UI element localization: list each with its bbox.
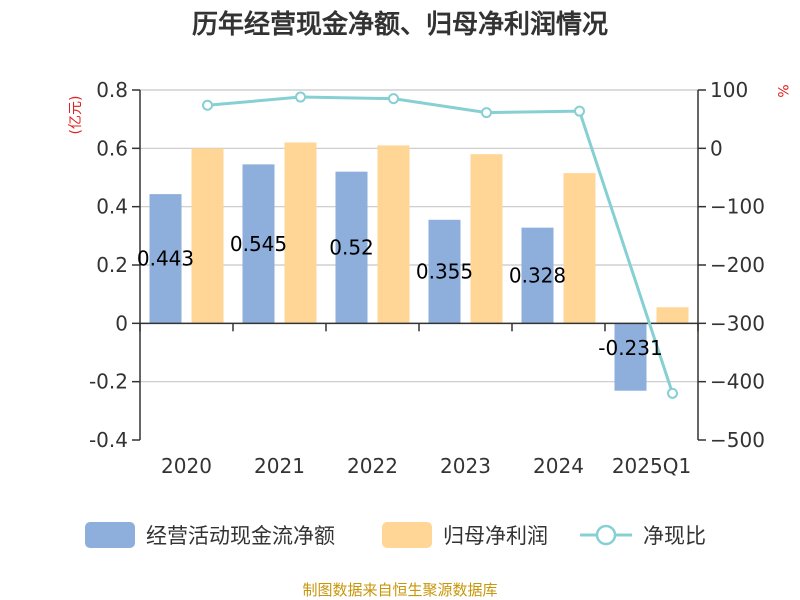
ratio-line <box>202 91 678 399</box>
x-tick-label: 2022 <box>347 454 398 478</box>
x-tick-label: 2021 <box>254 454 305 478</box>
x-tick-label: 2023 <box>440 454 491 478</box>
bar-profit <box>284 142 317 324</box>
right-tick-label: −400 <box>710 370 765 394</box>
legend-swatch-profit <box>382 522 432 548</box>
right-tick-label: −200 <box>710 253 765 277</box>
right-tick-label: 0 <box>710 136 723 160</box>
left-tick-label: 0.4 <box>96 195 128 219</box>
cashflow-data-label: -0.231 <box>598 336 662 360</box>
bar-profit <box>191 148 224 324</box>
ratio-line-path <box>207 95 674 394</box>
left-tick-label: 0.6 <box>96 136 128 160</box>
right-tick-label: −100 <box>710 195 765 219</box>
left-axis-unit: (亿元) <box>68 96 84 135</box>
legend-marker-ratio <box>595 524 617 546</box>
right-axis-ticks: 100 0 −100 −200 −300 −400 −500 <box>698 78 765 452</box>
bar-cashflow <box>521 227 554 324</box>
cashflow-data-label: 0.355 <box>416 260 473 284</box>
legend: 经营活动现金流净额 归母净利润 净现比 <box>85 522 706 548</box>
ratio-point <box>574 105 585 117</box>
bar-profit <box>377 145 410 324</box>
bars <box>149 142 689 391</box>
left-tick-label: 0.8 <box>96 78 128 102</box>
bar-cashflow <box>614 323 647 391</box>
legend-label-profit: 归母净利润 <box>443 524 548 548</box>
bar-cashflow <box>242 164 275 324</box>
bar-profit <box>470 154 503 324</box>
bar-cashflow <box>428 219 461 324</box>
right-axis-unit: % <box>774 84 790 97</box>
cashflow-data-label: 0.52 <box>329 236 374 260</box>
bar-profit <box>656 307 689 324</box>
legend-swatch-cashflow <box>85 522 135 548</box>
x-tick-label: 2024 <box>533 454 584 478</box>
chart-title: 历年经营现金净额、归母净利润情况 <box>192 9 608 40</box>
data-labels: 0.443 0.545 0.52 0.355 0.328 -0.231 <box>137 232 663 360</box>
left-tick-label: -0.4 <box>89 428 128 452</box>
x-axis-ticks: 2020 2021 2022 2023 2024 2025Q1 <box>161 454 691 478</box>
bar-cashflow <box>335 171 368 324</box>
source-note: 制图数据来自恒生聚源数据库 <box>302 581 497 599</box>
cashflow-data-label: 0.545 <box>230 232 287 256</box>
left-axis-ticks: 0.8 0.6 0.4 0.2 0 -0.2 -0.4 <box>89 78 140 452</box>
ratio-point <box>481 107 492 119</box>
right-tick-label: −300 <box>710 311 765 335</box>
ratio-point <box>202 99 213 111</box>
ratio-point <box>295 91 306 103</box>
legend-label-cashflow: 经营活动现金流净额 <box>146 524 335 548</box>
bar-profit <box>563 173 596 324</box>
right-tick-label: −500 <box>710 428 765 452</box>
legend-label-ratio: 净现比 <box>643 524 706 548</box>
x-tick-label: 2020 <box>161 454 212 478</box>
cashflow-data-label: 0.443 <box>137 247 194 271</box>
left-tick-label: 0 <box>115 311 128 335</box>
x-tick-label: 2025Q1 <box>612 454 691 478</box>
left-tick-label: 0.2 <box>96 253 128 277</box>
left-tick-label: -0.2 <box>89 370 128 394</box>
ratio-point <box>667 387 678 399</box>
ratio-point <box>388 93 399 105</box>
cashflow-data-label: 0.328 <box>509 264 566 288</box>
bar-cashflow <box>149 194 182 324</box>
right-tick-label: 100 <box>710 78 748 102</box>
